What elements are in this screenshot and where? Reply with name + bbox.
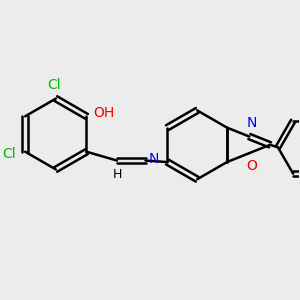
Text: H: H (112, 168, 122, 182)
Text: OH: OH (93, 106, 114, 120)
Text: N: N (148, 152, 159, 166)
Text: Cl: Cl (3, 147, 16, 161)
Text: Cl: Cl (47, 78, 61, 92)
Text: N: N (247, 116, 257, 130)
Text: O: O (246, 160, 257, 173)
